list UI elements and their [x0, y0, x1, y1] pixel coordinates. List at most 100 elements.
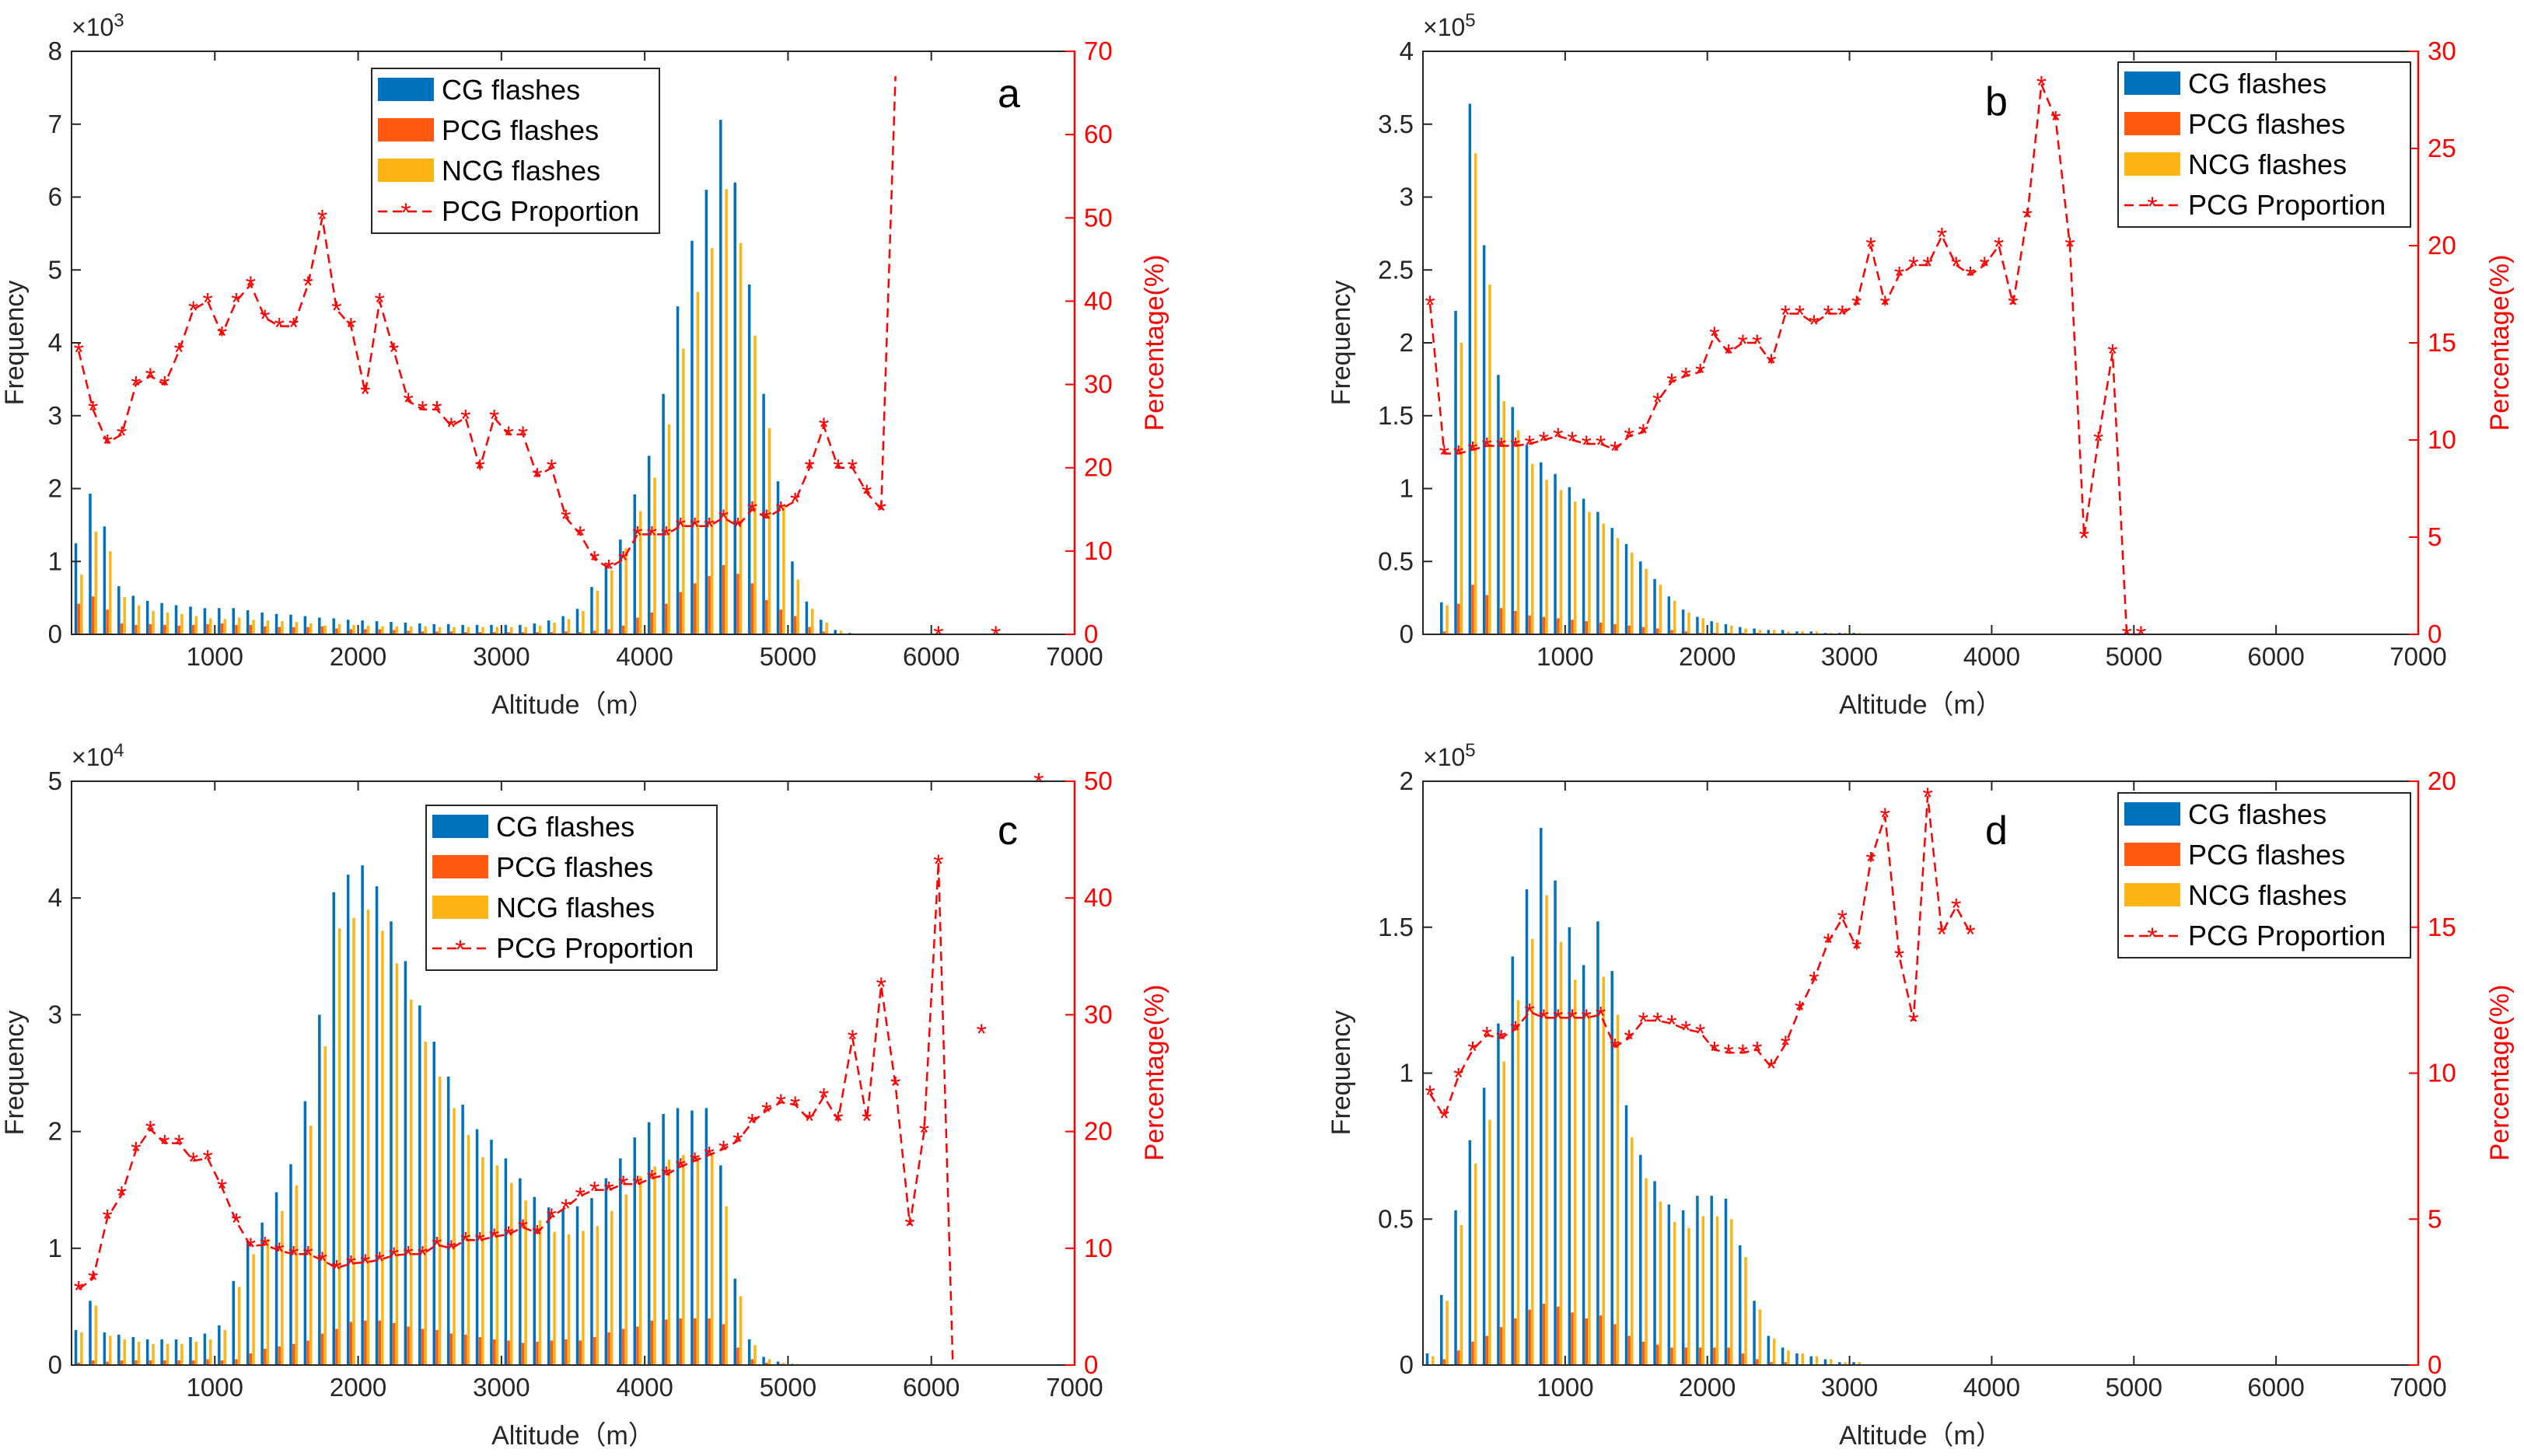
bar-pcg-b-2: [1471, 585, 1474, 634]
x-tick-label-b-0: 1000: [1536, 642, 1593, 671]
y2-tick-label-d-1: 5: [2428, 1204, 2442, 1233]
bar-ncg-b-7: [1545, 480, 1548, 634]
legend-label-ncg-a: NCG flashes: [442, 155, 600, 187]
y2-tick-label-a-4: 40: [1084, 286, 1113, 315]
bar-pcg-b-17: [1684, 631, 1688, 634]
proportion-point-main-b-35: *: [1922, 252, 1932, 281]
bar-ncg-d-5: [1502, 1061, 1505, 1365]
bar-pcg-d-2: [1456, 1350, 1460, 1365]
proportion-point-main-b-8: *: [1539, 427, 1549, 456]
legend-marker-proportion-d: *: [2147, 923, 2157, 952]
proportion-point-main-b-7: *: [1524, 431, 1534, 460]
proportion-point-main-b-9: *: [1553, 423, 1563, 452]
proportion-point-main-b-16: *: [1652, 388, 1662, 417]
proportion-point-main-a-34: *: [561, 505, 571, 534]
bar-ncg-a-49: [782, 506, 785, 634]
bar-pcg-a-15: [292, 627, 295, 635]
bar-ncg-b-13: [1631, 553, 1634, 634]
bar-cg-c-27: [461, 1105, 464, 1365]
proportion-point-main-c-42: *: [676, 1154, 686, 1183]
bar-pcg-c-5: [149, 1360, 152, 1365]
proportion-point-main-b-5: *: [1496, 433, 1506, 463]
bar-cg-c-5: [145, 1339, 149, 1365]
bar-ncg-b-9: [1573, 501, 1577, 635]
bar-ncg-b-6: [1531, 463, 1534, 635]
bar-ncg-d-20: [1715, 1216, 1719, 1365]
bar-cg-a-48: [762, 393, 765, 635]
bars-d: [1425, 828, 1862, 1366]
proportion-path-tail-c-0: [937, 863, 954, 1366]
bar-pcg-a-17: [320, 626, 324, 634]
bar-cg-b-2: [1468, 103, 1472, 634]
bar-cg-a-33: [547, 620, 551, 634]
y-tick-label-a-0: 0: [48, 620, 62, 648]
bar-ncg-c-32: [538, 1220, 542, 1365]
bar-ncg-b-10: [1588, 512, 1591, 634]
proportion-point-main-a-23: *: [403, 388, 413, 417]
bar-pcg-a-7: [177, 625, 180, 634]
y-tick-label-c-1: 1: [48, 1234, 62, 1262]
bar-cg-a-42: [676, 306, 680, 635]
y-tick-label-a-6: 6: [48, 183, 62, 211]
bar-ncg-c-39: [638, 1175, 642, 1365]
bar-ncg-a-2: [109, 551, 112, 635]
proportion-point-main-b-34: *: [1908, 252, 1918, 281]
bar-cg-c-21: [375, 886, 379, 1365]
y2-axis-label-a: Percentage(%): [1140, 255, 1169, 431]
bar-cg-c-43: [690, 1110, 694, 1365]
bar-cg-b-7: [1540, 462, 1543, 634]
bar-ncg-c-19: [352, 917, 355, 1365]
proportion-point-main-c-2: *: [102, 1205, 112, 1234]
bar-pcg-a-40: [650, 612, 654, 635]
bar-pcg-c-34: [565, 1339, 568, 1365]
proportion-point-main-c-44: *: [704, 1142, 714, 1171]
proportion-point-main-b-0: *: [1425, 291, 1435, 320]
bar-pcg-b-13: [1627, 625, 1631, 634]
bar-ncg-a-7: [180, 613, 184, 634]
bar-ncg-a-40: [653, 477, 656, 634]
bar-pcg-a-23: [407, 630, 410, 634]
bar-pcg-a-41: [665, 603, 668, 635]
proportion-point-main-d-13: *: [1610, 1034, 1620, 1063]
bar-ncg-a-18: [337, 623, 341, 635]
bar-pcg-c-9: [206, 1359, 209, 1365]
bar-cg-c-6: [160, 1339, 163, 1365]
y-tick-label-d-4: 2: [1400, 766, 1414, 795]
bar-cg-a-1: [89, 494, 92, 634]
bar-ncg-d-12: [1602, 976, 1605, 1365]
bar-cg-d-22: [1739, 1245, 1742, 1365]
legend-label-cg-a: CG flashes: [442, 74, 580, 106]
bar-cg-b-17: [1681, 609, 1685, 635]
legend-swatch-ncg-c: [432, 896, 488, 919]
bar-pcg-c-33: [550, 1340, 554, 1365]
bar-cg-a-50: [791, 561, 794, 634]
bar-pcg-a-27: [464, 632, 467, 634]
bar-pcg-c-19: [349, 1322, 353, 1365]
bar-pcg-a-11: [235, 624, 238, 634]
bar-pcg-c-39: [636, 1326, 639, 1365]
proportion-point-main-b-1: *: [1439, 441, 1449, 470]
bar-pcg-a-35: [579, 632, 582, 634]
proportion-path-main-d-0: [1429, 795, 1972, 1119]
bar-ncg-d-27: [1815, 1356, 1819, 1365]
bar-ncg-b-15: [1659, 585, 1662, 634]
bar-ncg-c-28: [481, 1157, 484, 1365]
bar-ncg-d-14: [1631, 1137, 1634, 1365]
bar-cg-c-39: [633, 1137, 636, 1365]
y-tick-label-d-1: 0.5: [1378, 1204, 1414, 1233]
y-ticks-a: 0 1 2 3 4 5 6 7 8: [48, 37, 81, 648]
proportion-point-main-d-11: *: [1582, 1004, 1592, 1034]
bar-pcg-d-23: [1755, 1359, 1759, 1365]
proportion-point-main-c-51: *: [804, 1107, 814, 1137]
bar-ncg-a-27: [467, 627, 470, 635]
y-tick-label-c-5: 5: [48, 766, 62, 795]
proportion-point-main-a-56: *: [876, 496, 886, 525]
proportion-point-main-b-40: *: [1994, 232, 2004, 262]
bar-cg-a-3: [117, 586, 121, 635]
bar-ncg-b-17: [1687, 612, 1690, 635]
bar-ncg-d-1: [1446, 1301, 1449, 1365]
y-multiplier-d: ×105: [1423, 740, 1476, 771]
bar-pcg-c-26: [449, 1333, 453, 1365]
x-axis-label-b: Altitude（m）: [1839, 690, 2002, 720]
bar-ncg-c-25: [438, 1077, 442, 1365]
